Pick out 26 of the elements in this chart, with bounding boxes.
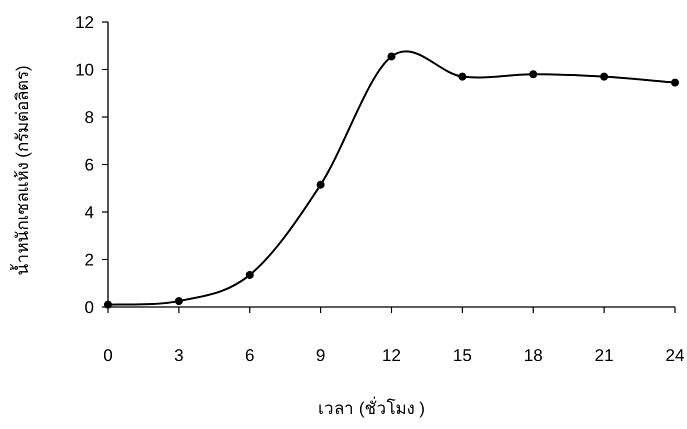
point	[316, 180, 325, 189]
x-tick-label: 21	[594, 346, 614, 365]
point	[246, 270, 254, 279]
x-tick-label: 6	[245, 346, 254, 365]
x-tick-label: 12	[382, 346, 401, 365]
y-tick-label: 12	[75, 13, 94, 32]
x-tick-label: 18	[524, 346, 543, 365]
point	[388, 52, 396, 60]
point	[671, 78, 679, 87]
x-tick-label: 24	[666, 346, 684, 365]
y-tick-label: 2	[84, 250, 94, 270]
y-axis-title: น้ำหนักเซลแห้ง (กรัมต่อลิตร)	[10, 65, 32, 276]
y-tick-label: 10	[75, 60, 94, 80]
y-tick-label: 8	[84, 108, 94, 127]
x-tick-label: 0	[103, 346, 113, 365]
point	[529, 70, 538, 78]
point	[458, 72, 466, 81]
x-tick-label: 3	[174, 346, 184, 365]
y-tick-label: 0	[84, 298, 94, 317]
point	[600, 72, 608, 81]
y-tick-label: 4	[84, 203, 94, 222]
x-axis-title: เวลา (ชั่วโมง )	[318, 396, 425, 418]
y-tick-label: 6	[84, 156, 94, 174]
x-tick-label: 9	[316, 346, 326, 365]
x-tick-label: 15	[452, 346, 472, 365]
point	[174, 297, 183, 306]
